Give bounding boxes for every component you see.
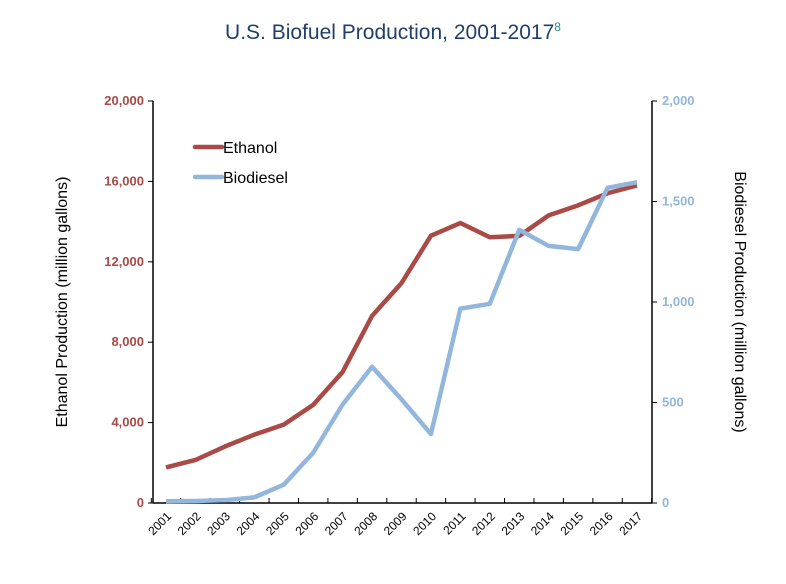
x-tick-label: 2003 <box>204 509 233 538</box>
series-line-ethanol <box>165 183 638 470</box>
y2-tick-label: 0 <box>662 495 669 510</box>
x-tick-label: 2002 <box>175 509 204 538</box>
y-tick-label: 20,000 <box>104 93 144 108</box>
x-tick-label: 2015 <box>557 509 586 538</box>
x-tick-label: 2010 <box>410 509 439 538</box>
x-tick-label: 2009 <box>381 509 410 538</box>
y2-tick-label: 1,000 <box>662 294 695 309</box>
x-tick-label: 2005 <box>263 509 292 538</box>
x-tick-label: 2014 <box>528 509 557 538</box>
x-tick-label: 2006 <box>293 509 322 538</box>
x-tick-label: 2004 <box>234 509 263 538</box>
y-tick-label: 16,000 <box>104 173 144 188</box>
title-text: U.S. Biofuel Production, 2001-2017 <box>225 21 555 44</box>
y2-tick-label: 500 <box>662 395 684 410</box>
y-tick-label: 0 <box>137 495 144 510</box>
x-tick-label: 2011 <box>440 509 468 537</box>
y-tick-label: 8,000 <box>111 334 144 349</box>
y-axis-label: Ethanol Production (million gallons) <box>54 177 71 428</box>
y-tick-label: 12,000 <box>104 254 144 269</box>
x-tick-label: 2008 <box>351 509 380 538</box>
x-tick-label: 2012 <box>469 509 498 538</box>
y-tick-label: 4,000 <box>111 415 144 430</box>
y2-axis-label: Biodiesel Production (million gallons) <box>731 171 748 432</box>
y2-tick-label: 2,000 <box>662 93 695 108</box>
chart-title: U.S. Biofuel Production, 2001-20178 <box>0 20 786 45</box>
y2-tick-label: 1,500 <box>662 194 695 209</box>
legend-label-biodiesel: Biodiesel <box>223 170 288 187</box>
x-tick-label: 2017 <box>616 509 645 538</box>
title-footnote: 8 <box>554 20 561 34</box>
series-line-biodiesel <box>165 179 638 504</box>
x-tick-label: 2001 <box>145 509 174 538</box>
x-tick-label: 2013 <box>499 509 528 538</box>
legend-label-ethanol: Ethanol <box>223 140 277 157</box>
x-tick-label: 2016 <box>587 509 616 538</box>
x-tick-label: 2007 <box>322 509 351 538</box>
